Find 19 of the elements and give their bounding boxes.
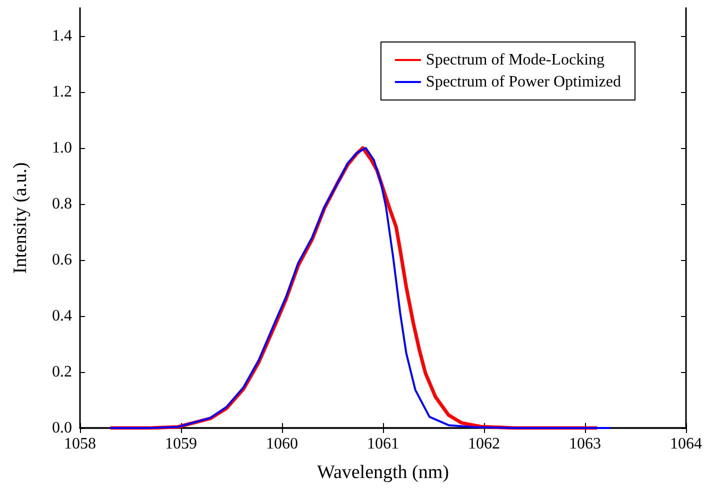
y-tick-label: 0.8 <box>52 196 72 212</box>
y-tick-label: 1.4 <box>52 28 72 44</box>
x-tick-label: 1062 <box>468 436 500 452</box>
y-tick-label: 0.4 <box>52 308 72 324</box>
y-tick-label: 0.6 <box>52 252 72 268</box>
x-tick-label: 1063 <box>569 436 601 452</box>
x-tick-label: 1060 <box>266 436 298 452</box>
y-tick-label: 1.0 <box>52 140 72 156</box>
legend-label: Spectrum of Mode-Locking <box>426 52 605 68</box>
y-tick-label: 0.0 <box>52 420 72 436</box>
x-tick-label: 1059 <box>165 436 197 452</box>
x-tick-label: 1064 <box>670 436 702 452</box>
x-tick-label: 1058 <box>64 436 96 452</box>
y-axis-title: Intensity (a.u.) <box>10 162 31 274</box>
legend-label: Spectrum of Power Optimized <box>426 74 622 90</box>
x-tick-label: 1061 <box>367 436 399 452</box>
y-tick-label: 1.2 <box>52 84 72 100</box>
x-axis-title: Wavelength (nm) <box>317 462 449 483</box>
y-tick-label: 0.2 <box>52 364 72 380</box>
